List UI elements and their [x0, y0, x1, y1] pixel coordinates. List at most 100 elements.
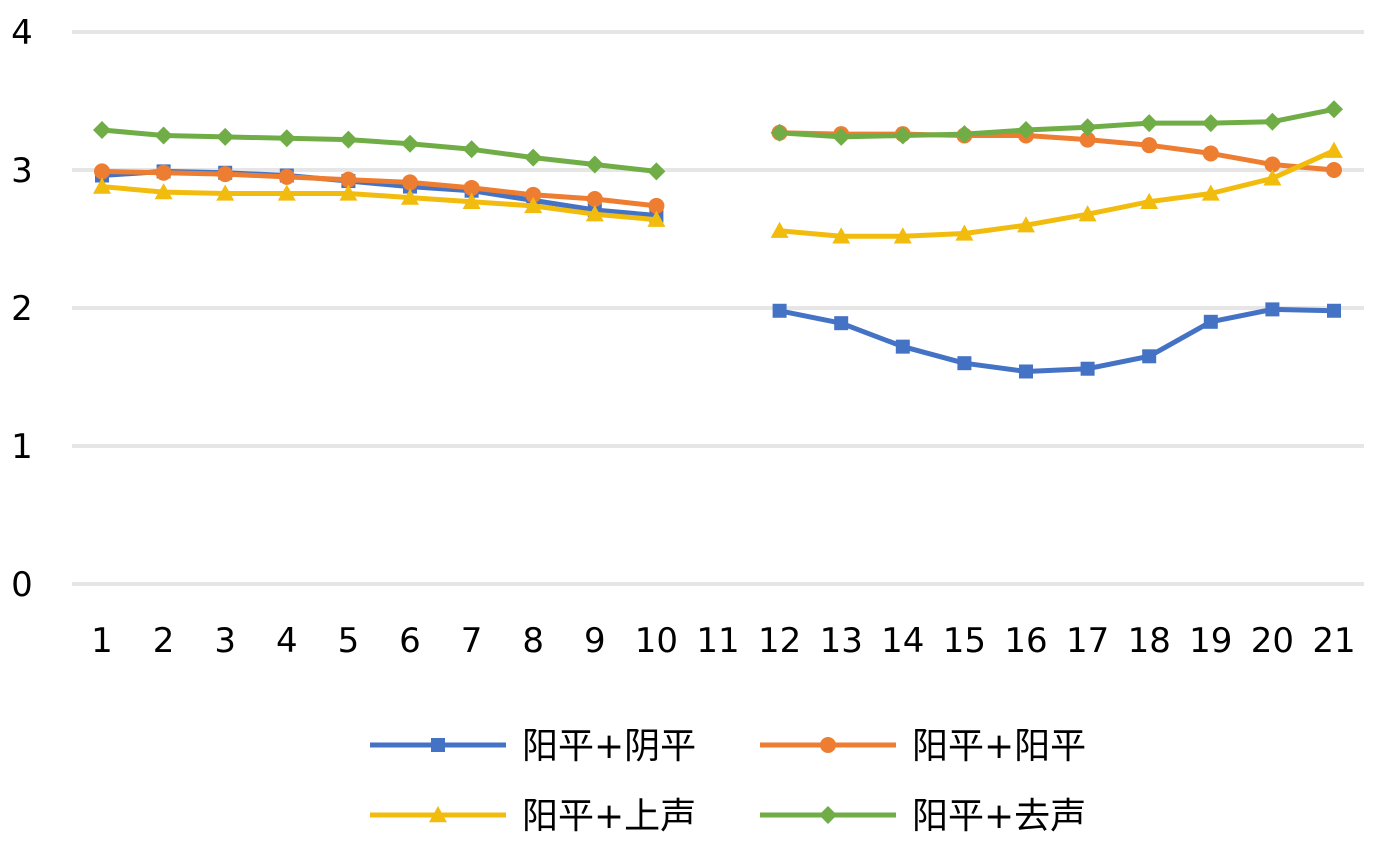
data-point-marker	[93, 177, 111, 194]
legend-item: 阳平+阴平	[370, 726, 696, 767]
series-3	[93, 141, 1343, 244]
x-tick-label: 7	[461, 621, 483, 661]
y-tick-label: 4	[11, 13, 33, 53]
data-point-marker	[957, 356, 972, 371]
x-tick-label: 3	[214, 621, 236, 661]
legend-label: 阳平+阳平	[912, 726, 1086, 767]
data-point-marker	[1142, 349, 1157, 364]
data-point-marker	[1327, 303, 1341, 318]
x-tick-label: 19	[1189, 621, 1232, 661]
data-point-marker	[1079, 131, 1096, 148]
data-point-marker	[1265, 302, 1280, 317]
grid-layer	[72, 30, 1364, 586]
data-point-marker	[429, 806, 447, 823]
series-line	[779, 306, 1335, 374]
data-point-marker	[1325, 141, 1343, 158]
data-point-marker	[277, 184, 296, 201]
data-point-marker	[832, 127, 851, 146]
x-tick-label: 15	[943, 621, 986, 661]
data-point-marker	[1202, 145, 1219, 162]
data-point-marker	[154, 126, 173, 145]
data-point-marker	[339, 184, 358, 201]
data-point-marker	[1078, 118, 1097, 137]
data-point-marker	[1263, 112, 1282, 131]
data-point-marker	[647, 162, 666, 181]
data-point-marker	[770, 123, 789, 142]
data-point-marker	[93, 120, 111, 139]
data-point-marker	[525, 186, 542, 203]
data-point-marker	[1017, 216, 1035, 233]
data-point-marker	[772, 303, 787, 318]
data-point-marker	[1326, 162, 1342, 178]
y-tick-label: 3	[11, 151, 33, 191]
x-tick-label: 5	[338, 621, 360, 661]
data-point-marker	[340, 171, 357, 188]
legend-item: 阳平+去声	[760, 796, 1086, 837]
data-point-marker	[832, 227, 851, 244]
legend-item: 阳平+上声	[370, 796, 696, 837]
y-tick-label: 1	[11, 427, 33, 467]
data-point-marker	[1201, 114, 1220, 133]
x-tick-label: 2	[153, 621, 175, 661]
series-line	[101, 168, 657, 209]
series-layer	[93, 100, 1343, 379]
data-point-marker	[524, 196, 543, 214]
data-point-marker	[155, 164, 172, 181]
data-point-marker	[402, 174, 418, 191]
x-tick-label: 1	[91, 621, 113, 661]
data-point-marker	[834, 316, 849, 331]
data-point-marker	[1141, 137, 1158, 154]
legend-item: 阳平+阳平	[760, 726, 1086, 767]
x-tick-label: 14	[881, 621, 924, 661]
data-point-marker	[1078, 205, 1097, 222]
data-point-marker	[216, 127, 235, 146]
data-point-marker	[462, 140, 481, 159]
x-tick-label: 20	[1251, 621, 1294, 661]
data-point-marker	[401, 188, 419, 205]
data-point-marker	[462, 192, 481, 209]
series-line	[101, 127, 657, 174]
x-tick-label: 17	[1066, 621, 1109, 661]
series-4	[93, 100, 1343, 181]
x-tick-label: 16	[1004, 621, 1047, 661]
legend-label: 阳平+阴平	[522, 726, 696, 767]
x-tick-label: 9	[584, 621, 606, 661]
x-tick-label: 8	[522, 621, 544, 661]
data-point-marker	[1201, 184, 1220, 201]
data-point-marker	[819, 806, 837, 824]
data-point-marker	[895, 339, 910, 354]
series-line	[779, 106, 1335, 140]
data-point-marker	[278, 168, 295, 185]
data-point-marker	[154, 183, 173, 200]
data-point-marker	[955, 224, 974, 241]
x-tick-label: 18	[1128, 621, 1171, 661]
data-point-marker	[1263, 169, 1282, 186]
data-point-marker	[893, 227, 912, 244]
legend-label: 阳平+上声	[522, 796, 696, 837]
x-tick-label: 11	[696, 621, 739, 661]
data-point-marker	[893, 126, 912, 145]
y-tick-label: 0	[11, 565, 33, 605]
data-point-marker	[820, 737, 836, 753]
x-tick-label: 4	[276, 621, 298, 661]
data-point-marker	[524, 148, 543, 167]
data-point-marker	[94, 163, 110, 180]
data-point-marker	[647, 210, 666, 227]
data-point-marker	[955, 125, 974, 144]
data-point-marker	[1140, 114, 1159, 133]
x-tick-label: 10	[635, 621, 678, 661]
x-tick-label: 21	[1312, 621, 1355, 661]
x-tick-label: 12	[758, 621, 801, 661]
data-point-marker	[401, 134, 419, 153]
series-line	[779, 148, 1336, 239]
data-point-marker	[277, 129, 296, 148]
data-point-marker	[216, 184, 235, 201]
data-point-marker	[1140, 192, 1159, 209]
data-point-marker	[1264, 156, 1281, 173]
y-axis-ticks: 0 1 2 3 4	[11, 13, 33, 605]
data-point-marker	[648, 197, 665, 214]
data-point-marker	[217, 166, 234, 183]
